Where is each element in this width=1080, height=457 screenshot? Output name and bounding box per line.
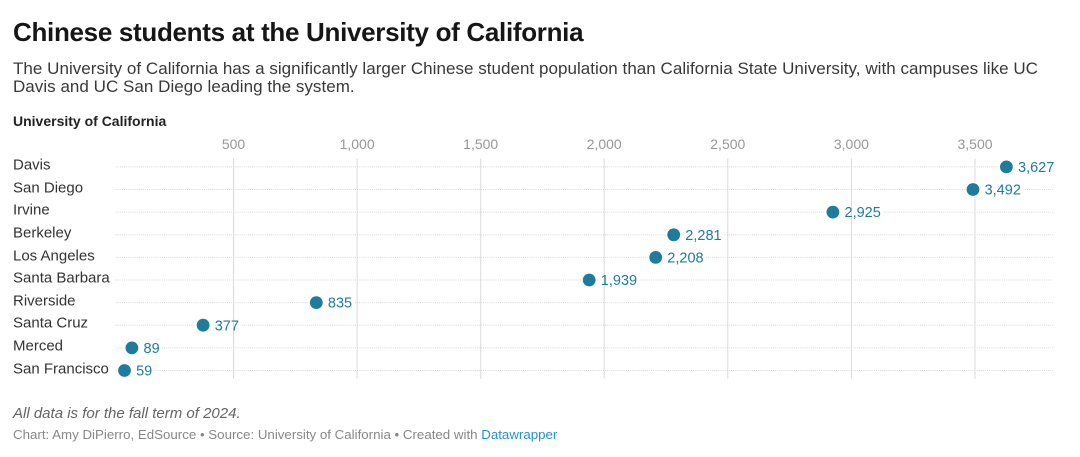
svg-text:3,492: 3,492 [985,183,1021,199]
svg-text:59: 59 [136,364,152,380]
svg-text:2,208: 2,208 [667,251,703,267]
svg-text:89: 89 [144,341,160,357]
svg-text:2,925: 2,925 [845,205,881,221]
svg-text:1,939: 1,939 [601,273,637,289]
svg-text:2,281: 2,281 [685,228,721,244]
svg-text:377: 377 [215,318,239,334]
svg-text:835: 835 [328,296,352,312]
svg-text:3,627: 3,627 [1018,160,1054,176]
